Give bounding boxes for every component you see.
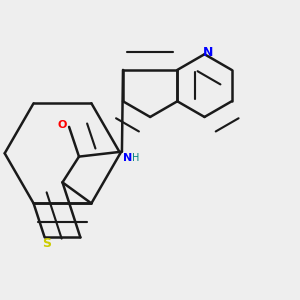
Text: N: N	[203, 46, 214, 59]
Text: S: S	[42, 237, 51, 250]
Text: H: H	[132, 153, 140, 163]
Text: N: N	[123, 153, 133, 163]
Text: O: O	[58, 120, 67, 130]
